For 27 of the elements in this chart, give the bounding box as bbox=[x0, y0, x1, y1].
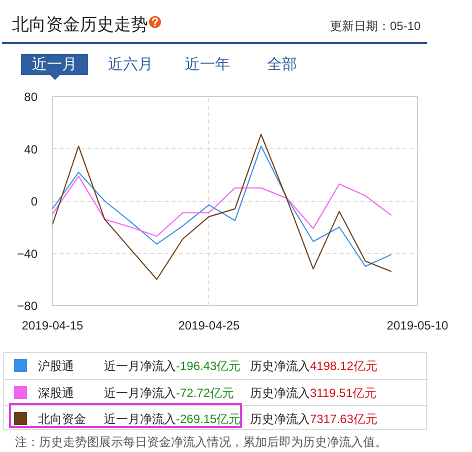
y-tick-label: 80 bbox=[24, 90, 38, 104]
text: 全部 bbox=[267, 55, 297, 75]
chart-title: 北向资金历史走势 bbox=[12, 15, 148, 34]
x-tick-label: 2019-05-10 bbox=[386, 318, 449, 332]
y-tick-label: −80 bbox=[17, 299, 38, 313]
y-tick-label: −40 bbox=[17, 246, 38, 261]
x-tick-label: 2019-04-15 bbox=[22, 318, 84, 332]
line-series bbox=[52, 134, 392, 280]
text: 近一月 bbox=[21, 54, 88, 75]
x-tick-label: 2019-04-25 bbox=[178, 318, 240, 332]
y-tick-label: 40 bbox=[24, 142, 38, 156]
legend-label: 深股通 bbox=[38, 385, 74, 402]
line-series bbox=[52, 146, 392, 267]
text: 近一月净流入-196.43亿元 bbox=[104, 358, 241, 375]
text: 历史净流入7317.63亿元 bbox=[250, 411, 378, 428]
text: 近六月 bbox=[108, 55, 153, 75]
text: 近一月净流入-269.15亿元 bbox=[104, 411, 241, 428]
text: 近一年 bbox=[185, 55, 230, 75]
text: 注：历史走势图展示每日资金净流入情况，累加后即为历史净流入值。 bbox=[15, 434, 387, 451]
text: 历史净流入4198.12亿元 bbox=[250, 358, 378, 375]
text: 更新日期：05-10 bbox=[330, 18, 421, 35]
text: 近一月净流入-72.72亿元 bbox=[104, 385, 234, 402]
legend-label: 北向资金 bbox=[38, 411, 86, 428]
line-series bbox=[52, 176, 392, 237]
legend-label: 沪股通 bbox=[38, 358, 74, 375]
y-tick-label: 0 bbox=[30, 194, 38, 208]
text: 历史净流入3119.51亿元 bbox=[250, 385, 376, 402]
